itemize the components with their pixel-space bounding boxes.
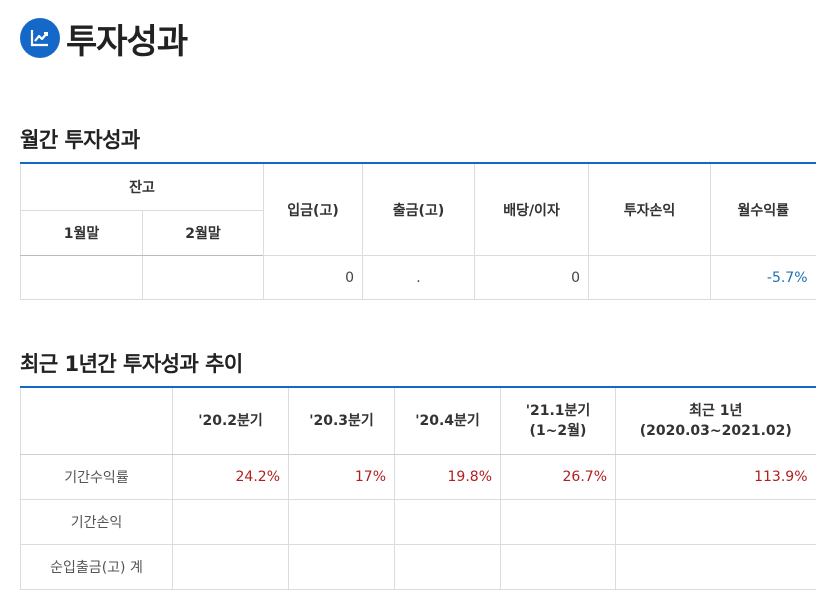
trend-performance-table: '20.2분기 '20.3분기 '20.4분기 '21.1분기 (1~2월) 최… — [20, 386, 816, 590]
cell-return-q4: 26.7% — [500, 454, 616, 500]
header-month2: 2월말 — [141, 210, 264, 256]
cell-dividend: 0 — [474, 255, 590, 300]
header-q-2020-3: '20.3분기 — [288, 386, 395, 455]
header-deposit: 입금(고) — [263, 162, 364, 256]
header-q-2020-2: '20.2분기 — [172, 386, 289, 455]
row-label-period-pnl: 기간손익 — [20, 499, 173, 545]
monthly-section-title: 월간 투자성과 — [20, 128, 140, 152]
cell-flow-q2 — [288, 544, 395, 590]
trend-chart-icon — [20, 18, 60, 58]
cell-monthly-return: -5.7% — [710, 255, 816, 300]
cell-pnl — [588, 255, 712, 300]
table-row: 0 . 0 -5.7% — [20, 255, 816, 300]
header-recent-1y-line1: 최근 1년 — [689, 403, 743, 419]
header-pnl: 투자손익 — [588, 162, 712, 256]
header-recent-1y-line2: (2020.03~2021.02) — [639, 423, 792, 439]
cell-pnl-q3 — [394, 499, 501, 545]
header-dividend: 배당/이자 — [474, 162, 590, 256]
table-row: 기간손익 — [20, 499, 816, 545]
row-label-net-flow: 순입출금(고) 계 — [20, 544, 173, 590]
page-title: 투자성과 — [20, 14, 188, 62]
page-title-text: 투자성과 — [66, 21, 188, 62]
header-q-2020-4: '20.4분기 — [394, 386, 501, 455]
table-row: 순입출금(고) 계 — [20, 544, 816, 590]
header-monthly-return: 월수익률 — [710, 162, 816, 256]
row-label-period-return: 기간수익률 — [20, 454, 173, 500]
header-balance: 잔고 — [20, 162, 265, 211]
header-q-2021-1-line1: '21.1분기 — [525, 403, 591, 419]
cell-pnl-q2 — [288, 499, 395, 545]
header-month1: 1월말 — [20, 210, 143, 256]
cell-pnl-q1 — [172, 499, 289, 545]
cell-pnl-q4 — [500, 499, 616, 545]
cell-month2-balance — [141, 255, 265, 300]
cell-flow-q4 — [500, 544, 616, 590]
cell-withdraw: . — [362, 255, 476, 300]
cell-flow-q1 — [172, 544, 289, 590]
cell-pnl-1y — [615, 499, 816, 545]
cell-flow-q3 — [394, 544, 501, 590]
header-q-2021-1: '21.1분기 (1~2월) — [500, 386, 616, 455]
cell-return-q2: 17% — [288, 454, 395, 500]
cell-flow-1y — [615, 544, 816, 590]
cell-return-q3: 19.8% — [394, 454, 501, 500]
cell-return-q1: 24.2% — [172, 454, 289, 500]
header-recent-1y: 최근 1년 (2020.03~2021.02) — [615, 386, 816, 455]
header-withdraw: 출금(고) — [362, 162, 476, 256]
table-row: 기간수익률 24.2% 17% 19.8% 26.7% 113.9% — [20, 454, 816, 500]
trend-section-title: 최근 1년간 투자성과 추이 — [20, 352, 243, 376]
header-blank — [20, 386, 173, 455]
cell-deposit: 0 — [263, 255, 364, 300]
monthly-performance-table: 잔고 입금(고) 출금(고) 배당/이자 투자손익 월수익률 1월말 2월말 0… — [20, 162, 816, 300]
cell-return-1y: 113.9% — [615, 454, 816, 500]
header-q-2021-1-line2: (1~2월) — [529, 423, 587, 439]
cell-month1-balance — [20, 255, 143, 300]
